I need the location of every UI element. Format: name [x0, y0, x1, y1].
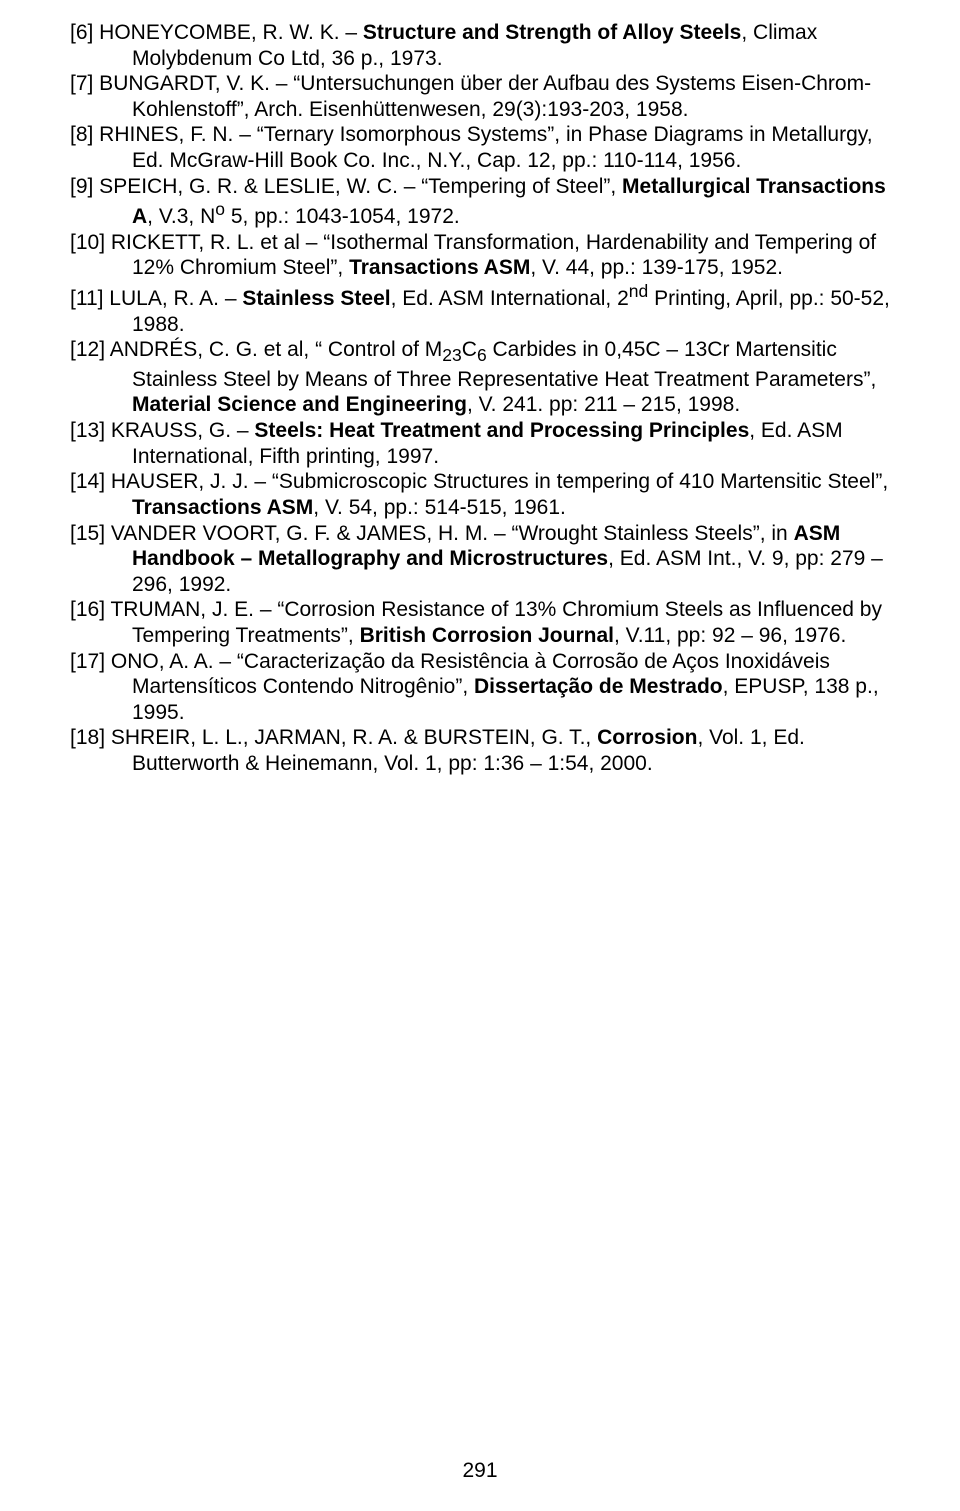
page-number: 291 [0, 1459, 960, 1483]
reference-text: [10] RICKETT, R. L. et al – “Isothermal … [70, 230, 890, 281]
reference-item: [15] VANDER VOORT, G. F. & JAMES, H. M. … [70, 521, 890, 598]
reference-text: [14] HAUSER, J. J. – “Submicroscopic Str… [70, 469, 890, 520]
reference-item: [14] HAUSER, J. J. – “Submicroscopic Str… [70, 469, 890, 520]
reference-item: [13] KRAUSS, G. – Steels: Heat Treatment… [70, 418, 890, 469]
reference-item: [6] HONEYCOMBE, R. W. K. – Structure and… [70, 20, 890, 71]
reference-text: [16] TRUMAN, J. E. – “Corrosion Resistan… [70, 597, 890, 648]
reference-text: [11] LULA, R. A. – Stainless Steel, Ed. … [70, 281, 890, 337]
reference-item: [8] RHINES, F. N. – “Ternary Isomorphous… [70, 122, 890, 173]
reference-item: [18] SHREIR, L. L., JARMAN, R. A. & BURS… [70, 725, 890, 776]
reference-text: [17] ONO, A. A. – “Caracterização da Res… [70, 649, 890, 726]
reference-text: [6] HONEYCOMBE, R. W. K. – Structure and… [70, 20, 890, 71]
reference-item: [9] SPEICH, G. R. & LESLIE, W. C. – “Tem… [70, 174, 890, 230]
reference-item: [17] ONO, A. A. – “Caracterização da Res… [70, 649, 890, 726]
reference-item: [7] BUNGARDT, V. K. – “Untersuchungen üb… [70, 71, 890, 122]
page-container: [6] HONEYCOMBE, R. W. K. – Structure and… [0, 0, 960, 1511]
reference-text: [18] SHREIR, L. L., JARMAN, R. A. & BURS… [70, 725, 890, 776]
reference-item: [10] RICKETT, R. L. et al – “Isothermal … [70, 230, 890, 281]
references-list: [6] HONEYCOMBE, R. W. K. – Structure and… [70, 20, 890, 777]
reference-text: [9] SPEICH, G. R. & LESLIE, W. C. – “Tem… [70, 174, 890, 230]
reference-text: [15] VANDER VOORT, G. F. & JAMES, H. M. … [70, 521, 890, 598]
reference-text: [8] RHINES, F. N. – “Ternary Isomorphous… [70, 122, 890, 173]
reference-item: [12] ANDRÉS, C. G. et al, “ Control of M… [70, 337, 890, 418]
reference-text: [12] ANDRÉS, C. G. et al, “ Control of M… [70, 337, 890, 418]
reference-item: [11] LULA, R. A. – Stainless Steel, Ed. … [70, 281, 890, 337]
reference-text: [13] KRAUSS, G. – Steels: Heat Treatment… [70, 418, 890, 469]
reference-text: [7] BUNGARDT, V. K. – “Untersuchungen üb… [70, 71, 890, 122]
reference-item: [16] TRUMAN, J. E. – “Corrosion Resistan… [70, 597, 890, 648]
